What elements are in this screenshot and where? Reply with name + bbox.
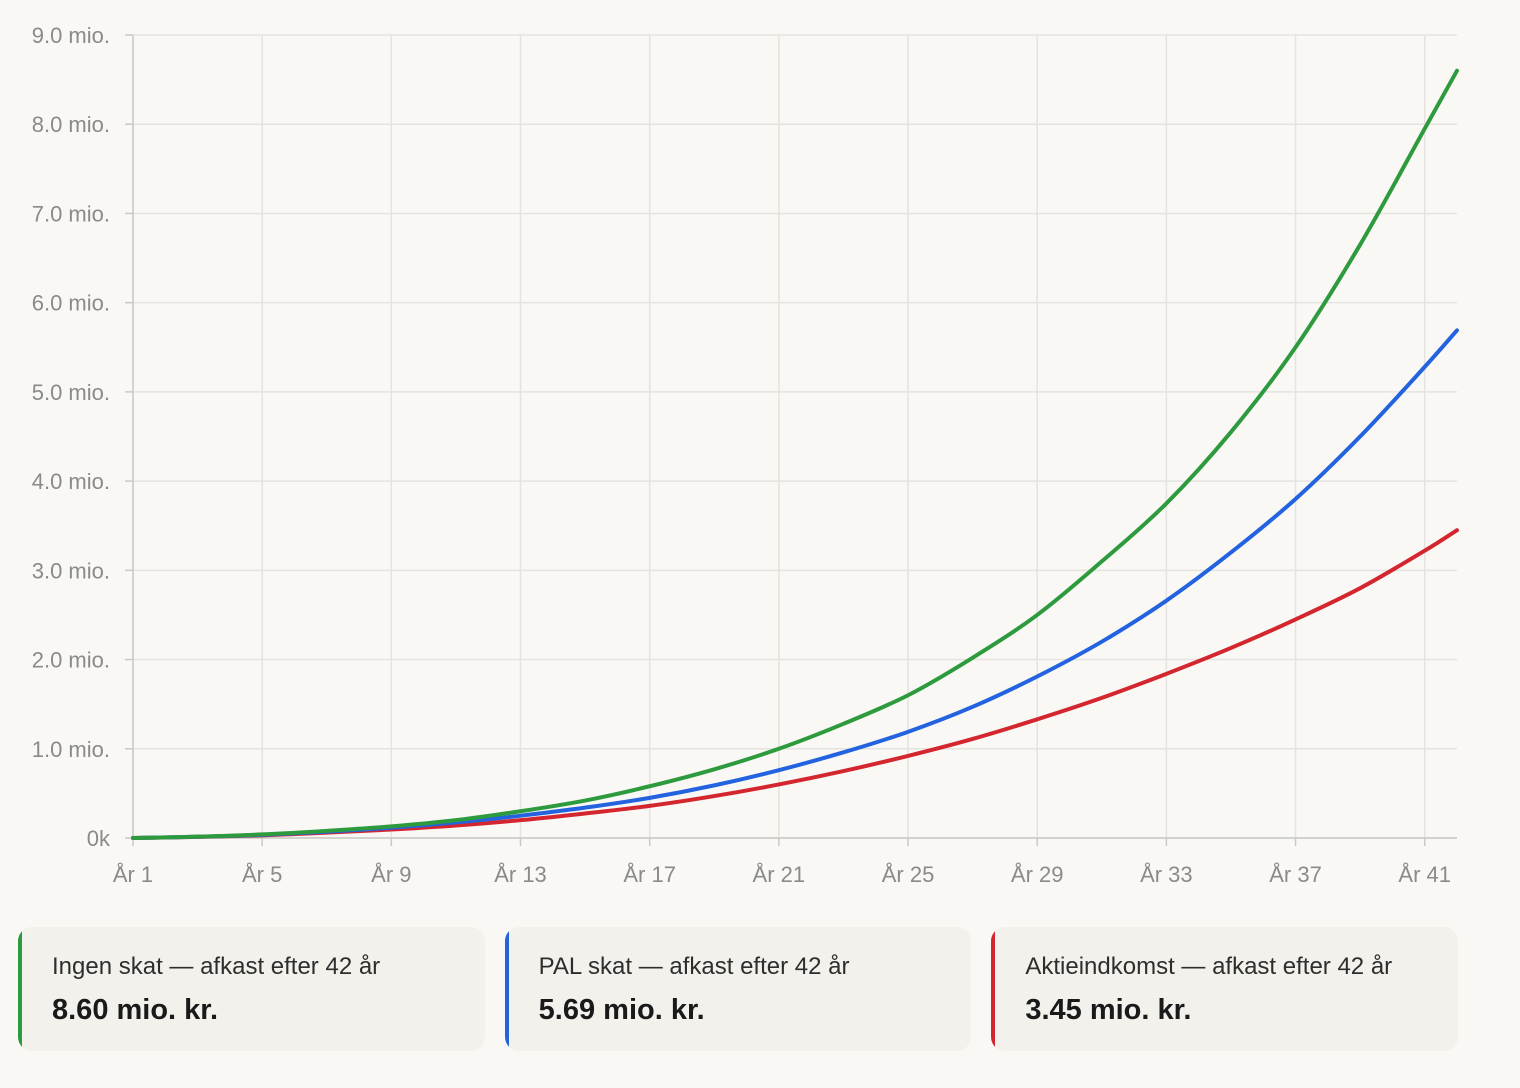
x-tick-label: År 17: [623, 862, 676, 887]
card-value: 8.60 mio. kr.: [52, 993, 485, 1027]
line-chart: 0k 1.0 mio. 2.0 mio. 3.0 mio. 4.0 mio. 5.0 mi…: [0, 0, 1520, 900]
summary-cards: Ingen skat — afkast efter 42 år 8.60 mio…: [18, 927, 1458, 1051]
y-axis-ticks: 0k 1.0 mio. 2.0 mio. 3.0 mio. 4.0 mio. 5.0 mi…: [32, 23, 111, 851]
x-tick-label: År 41: [1398, 862, 1451, 887]
y-tick-label: 4.0 mio.: [32, 469, 110, 494]
card-accent-bar: [991, 927, 995, 1051]
x-tick-label: År 1: [113, 862, 153, 887]
y-tick-label: 1.0 mio.: [32, 737, 110, 762]
x-tick-label: År 37: [1269, 862, 1322, 887]
y-tick-label: 5.0 mio.: [32, 380, 110, 405]
chart-grid: [125, 35, 1457, 846]
card-accent-bar: [505, 927, 509, 1051]
y-tick-label: 2.0 mio.: [32, 648, 110, 673]
y-tick-label: 6.0 mio.: [32, 291, 110, 316]
x-axis-ticks: År 1 År 5 År 9 År 13 År 17 År 21 År 25 År 29 År …: [113, 862, 1451, 887]
x-tick-label: År 9: [371, 862, 411, 887]
card-value: 5.69 mio. kr.: [539, 993, 972, 1027]
summary-card-pal-skat: PAL skat — afkast efter 42 år 5.69 mio. …: [505, 927, 972, 1051]
x-tick-label: År 29: [1011, 862, 1064, 887]
card-value: 3.45 mio. kr.: [1025, 993, 1458, 1027]
y-tick-label: 3.0 mio.: [32, 558, 110, 583]
x-tick-label: År 33: [1140, 862, 1193, 887]
x-tick-label: År 25: [882, 862, 935, 887]
x-tick-label: År 13: [494, 862, 547, 887]
summary-card-aktieindkomst: Aktieindkomst — afkast efter 42 år 3.45 …: [991, 927, 1458, 1051]
x-tick-label: År 5: [242, 862, 282, 887]
card-accent-bar: [18, 927, 22, 1051]
x-tick-label: År 21: [753, 862, 806, 887]
card-label: PAL skat — afkast efter 42 år: [539, 953, 972, 981]
chart-lines: [133, 71, 1457, 838]
y-tick-label: 0k: [87, 826, 111, 851]
summary-card-ingen-skat: Ingen skat — afkast efter 42 år 8.60 mio…: [18, 927, 485, 1051]
y-tick-label: 8.0 mio.: [32, 112, 110, 137]
y-tick-label: 9.0 mio.: [32, 23, 110, 48]
card-label: Ingen skat — afkast efter 42 år: [52, 953, 485, 981]
series-line-pal-skat: [133, 330, 1457, 838]
card-label: Aktieindkomst — afkast efter 42 år: [1025, 953, 1458, 981]
series-line-ingen-skat: [133, 71, 1457, 838]
series-line-aktieindkomst: [133, 530, 1457, 838]
y-tick-label: 7.0 mio.: [32, 201, 110, 226]
